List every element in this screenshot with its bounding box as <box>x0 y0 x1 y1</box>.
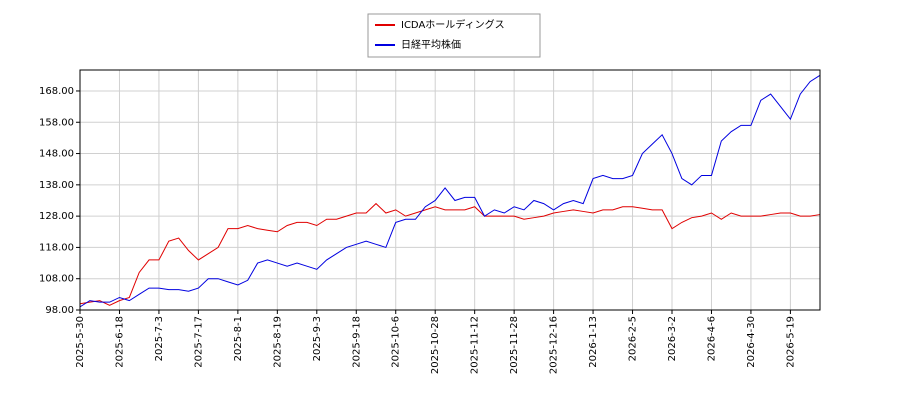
y-tick-label: 118.00 <box>39 242 74 253</box>
legend-label: ICDAホールディングス <box>401 18 505 31</box>
x-tick-label: 2025-5-30 <box>75 316 86 368</box>
y-tick-label: 128.00 <box>39 211 74 222</box>
x-tick-label: 2025-8-1 <box>233 316 244 361</box>
labels: 98.00 108.00 118.00 128.00 138.00 148.00 158.0… <box>39 86 796 374</box>
series-line <box>79 202 821 306</box>
y-tick-label: 138.00 <box>39 180 74 191</box>
y-tick-label: 168.00 <box>39 86 74 97</box>
series-line <box>79 74 821 308</box>
grid <box>79 70 820 311</box>
y-tick-label: 98.00 <box>45 305 74 316</box>
plot-frame <box>79 69 821 311</box>
y-tick-label: 158.00 <box>39 117 74 128</box>
x-tick-label: 2026-2-5 <box>628 316 639 361</box>
lines <box>79 74 821 308</box>
x-tick-label: 2025-11-28 <box>509 316 520 374</box>
x-tick-label: 2025-8-19 <box>272 316 283 368</box>
x-tick-label: 2025-9-3 <box>312 316 323 361</box>
x-tick-label: 2026-4-6 <box>706 316 717 361</box>
x-tick-label: 2025-10-6 <box>391 316 402 368</box>
x-tick-label: 2025-9-18 <box>351 316 362 368</box>
legend-box <box>367 13 541 58</box>
y-tick-label: 108.00 <box>39 274 74 285</box>
x-tick-label: 2026-5-19 <box>785 316 796 368</box>
x-tick-label: 2026-3-2 <box>667 316 678 361</box>
x-tick-label: 2025-7-3 <box>154 316 165 361</box>
x-tick-label: 2025-6-18 <box>114 316 125 368</box>
x-tick-label: 2025-7-17 <box>193 316 204 368</box>
legend-label: 日経平均株価 <box>401 38 461 51</box>
x-tick-label: 2025-12-16 <box>549 316 560 374</box>
y-tick-label: 148.00 <box>39 149 74 160</box>
x-tick-label: 2026-4-30 <box>746 316 757 368</box>
x-tick-label: 2026-1-13 <box>588 316 599 368</box>
x-tick-label: 2025-11-12 <box>470 316 481 374</box>
x-tick-label: 2025-10-28 <box>430 316 441 374</box>
